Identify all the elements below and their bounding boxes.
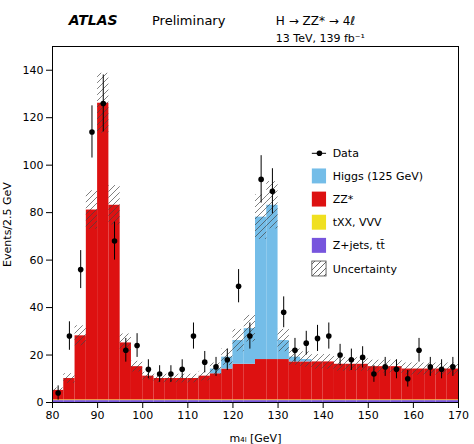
- svg-text:160: 160: [403, 409, 424, 422]
- svg-text:80: 80: [46, 409, 60, 422]
- svg-text:110: 110: [177, 409, 198, 422]
- svg-text:150: 150: [358, 409, 379, 422]
- svg-text:ATLAS: ATLAS: [68, 12, 118, 28]
- svg-text:13 TeV, 139 fb⁻¹: 13 TeV, 139 fb⁻¹: [276, 32, 365, 45]
- svg-text:60: 60: [30, 254, 44, 267]
- svg-text:Data: Data: [333, 147, 359, 160]
- svg-text:Higgs (125 GeV): Higgs (125 GeV): [333, 170, 423, 183]
- svg-text:Events/2.5 GeV: Events/2.5 GeV: [1, 182, 14, 267]
- svg-text:140: 140: [313, 409, 334, 422]
- svg-text:170: 170: [448, 409, 469, 422]
- svg-text:Uncertainty: Uncertainty: [333, 263, 398, 276]
- svg-text:100: 100: [132, 409, 153, 422]
- svg-text:tXX, VVV: tXX, VVV: [333, 216, 382, 229]
- svg-text:Preliminary: Preliminary: [152, 13, 226, 28]
- svg-text:130: 130: [268, 409, 289, 422]
- svg-text:80: 80: [30, 206, 44, 219]
- svg-text:120: 120: [23, 111, 44, 124]
- svg-text:Z+jets, tt̄: Z+jets, tt̄: [333, 239, 386, 252]
- svg-text:100: 100: [23, 159, 44, 172]
- svg-text:40: 40: [30, 301, 44, 314]
- svg-text:ZZ*: ZZ*: [333, 193, 354, 206]
- svg-text:90: 90: [91, 409, 105, 422]
- svg-text:120: 120: [222, 409, 243, 422]
- svg-text:20: 20: [30, 349, 44, 362]
- svg-text:m₄ₗ [GeV]: m₄ₗ [GeV]: [230, 432, 282, 444]
- svg-text:0: 0: [37, 396, 44, 409]
- svg-text:H → ZZ* → 4ℓ: H → ZZ* → 4ℓ: [276, 14, 355, 28]
- svg-text:140: 140: [23, 64, 44, 77]
